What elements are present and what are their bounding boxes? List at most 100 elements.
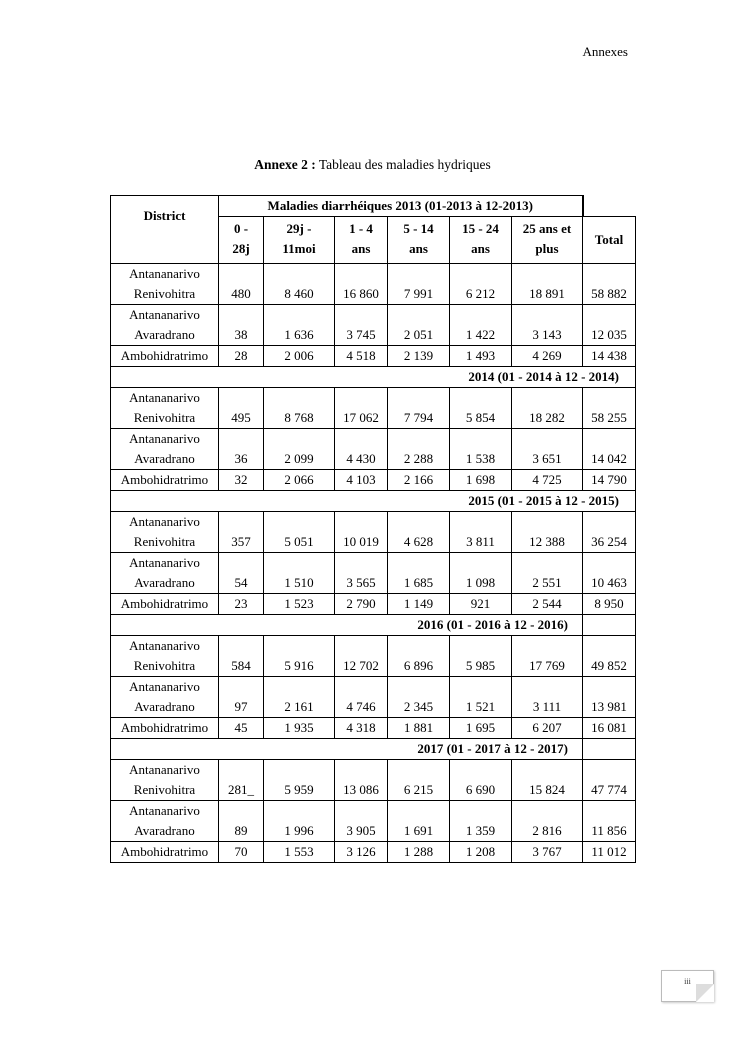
- year-section-title: 2016 (01 - 2016 à 12 - 2016): [110, 614, 583, 636]
- value-cell: 16 860: [334, 263, 388, 305]
- table-row: Antananarivo Avaradrano 97 2 161 4 746 2 345 1…: [110, 676, 636, 718]
- value-cell: 1 685: [387, 552, 450, 594]
- value-cell: 1 359: [449, 800, 512, 842]
- district-cell: Antananarivo Renivohitra: [110, 511, 219, 553]
- value-cell: 58 255: [582, 387, 636, 429]
- caption-label: Annexe 2 :: [254, 157, 316, 172]
- value-cell: 2 099: [263, 428, 335, 470]
- table-row: Ambohidratrimo 23 1 523 2 790 1 149 921 2 544 8…: [110, 593, 636, 615]
- value-cell: 5 916: [263, 635, 335, 677]
- value-cell: 8 460: [263, 263, 335, 305]
- value-cell: 12 702: [334, 635, 388, 677]
- table-row: Antananarivo Avaradrano 38 1 636 3 745 2 051 1…: [110, 304, 636, 346]
- value-cell: 921: [449, 593, 512, 615]
- value-cell: 18 891: [511, 263, 583, 305]
- value-cell: 13 086: [334, 759, 388, 801]
- value-cell: 1 149: [387, 593, 450, 615]
- value-cell: 2 161: [263, 676, 335, 718]
- page-number-box: iii: [661, 970, 714, 1002]
- value-cell: 1 288: [387, 841, 450, 863]
- value-cell: 3 811: [449, 511, 512, 553]
- value-cell: 8 950: [582, 593, 636, 615]
- column-header: 1 - 4 ans: [334, 216, 388, 264]
- value-cell: 1 098: [449, 552, 512, 594]
- value-cell: 4 103: [334, 469, 388, 491]
- folded-corner-icon: [696, 984, 714, 1002]
- value-cell: 8 768: [263, 387, 335, 429]
- year-section-row: 2016 (01 - 2016 à 12 - 2016): [110, 614, 636, 636]
- district-cell: Antananarivo Avaradrano: [110, 676, 219, 718]
- value-cell: 45: [218, 717, 264, 739]
- value-cell: 281_: [218, 759, 264, 801]
- table-row: Ambohidratrimo 45 1 935 4 318 1 881 1 695 6 20…: [110, 717, 636, 739]
- value-cell: 2 345: [387, 676, 450, 718]
- value-cell: 5 051: [263, 511, 335, 553]
- table-row: Antananarivo Renivohitra 357 5 051 10 019 4 6…: [110, 511, 636, 553]
- value-cell: 1 691: [387, 800, 450, 842]
- value-cell: 2 816: [511, 800, 583, 842]
- table-row: Antananarivo Renivohitra 480 8 460 16 860 7 9…: [110, 263, 636, 305]
- value-cell: 3 143: [511, 304, 583, 346]
- value-cell: 17 769: [511, 635, 583, 677]
- table-row: Ambohidratrimo 32 2 066 4 103 2 166 1 698 4 72…: [110, 469, 636, 491]
- district-cell: Ambohidratrimo: [110, 717, 219, 739]
- year-section-row: 2017 (01 - 2017 à 12 - 2017): [110, 738, 636, 760]
- table-row: Antananarivo Renivohitra 281_ 5 959 13 086 6 …: [110, 759, 636, 801]
- value-cell: 1 695: [449, 717, 512, 739]
- group-header: Maladies diarrhéiques 2013 (01-2013 à 12…: [218, 195, 584, 217]
- value-cell: 2 544: [511, 593, 583, 615]
- value-cell: 38: [218, 304, 264, 346]
- value-cell: 13 981: [582, 676, 636, 718]
- value-cell: 3 565: [334, 552, 388, 594]
- value-cell: 3 126: [334, 841, 388, 863]
- value-cell: 1 538: [449, 428, 512, 470]
- value-cell: 3 651: [511, 428, 583, 470]
- table-row: Antananarivo Renivohitra 584 5 916 12 702 6 8…: [110, 635, 636, 677]
- table-row: Ambohidratrimo 28 2 006 4 518 2 139 1 493 4 26…: [110, 345, 636, 367]
- year-section-title: 2014 (01 - 2014 à 12 - 2014): [110, 366, 636, 388]
- district-cell: Antananarivo Renivohitra: [110, 263, 219, 305]
- value-cell: 10 463: [582, 552, 636, 594]
- value-cell: 14 790: [582, 469, 636, 491]
- value-cell: 6 212: [449, 263, 512, 305]
- column-header: 25 ans et plus: [511, 216, 583, 264]
- value-cell: 2 166: [387, 469, 450, 491]
- caption-text: Tableau des maladies hydriques: [315, 157, 491, 172]
- value-cell: 1 636: [263, 304, 335, 346]
- value-cell: 14 042: [582, 428, 636, 470]
- value-cell: 5 985: [449, 635, 512, 677]
- value-cell: 28: [218, 345, 264, 367]
- value-cell: 14 438: [582, 345, 636, 367]
- column-header: 29j -11moi: [263, 216, 335, 264]
- value-cell: 70: [218, 841, 264, 863]
- value-cell: 6 215: [387, 759, 450, 801]
- header-row-1: District Maladies diarrhéiques 2013 (01-2…: [110, 195, 636, 264]
- value-cell: 6 896: [387, 635, 450, 677]
- value-cell: 18 282: [511, 387, 583, 429]
- district-cell: Antananarivo Renivohitra: [110, 759, 219, 801]
- value-cell: 12 388: [511, 511, 583, 553]
- value-cell: 4 269: [511, 345, 583, 367]
- column-header: 15 - 24 ans: [449, 216, 512, 264]
- value-cell: 1 996: [263, 800, 335, 842]
- value-cell: 49 852: [582, 635, 636, 677]
- value-cell: 36 254: [582, 511, 636, 553]
- value-cell: 89: [218, 800, 264, 842]
- district-cell: Ambohidratrimo: [110, 841, 219, 863]
- value-cell: 97: [218, 676, 264, 718]
- value-cell: 2 006: [263, 345, 335, 367]
- value-cell: 2 139: [387, 345, 450, 367]
- value-cell: 3 905: [334, 800, 388, 842]
- table-row: Ambohidratrimo 70 1 553 3 126 1 288 1 208 3 76…: [110, 841, 636, 863]
- table-row: Antananarivo Avaradrano 89 1 996 3 905 1 691 1…: [110, 800, 636, 842]
- value-cell: 1 493: [449, 345, 512, 367]
- value-cell: 4 518: [334, 345, 388, 367]
- value-cell: 4 318: [334, 717, 388, 739]
- value-cell: 1 698: [449, 469, 512, 491]
- page-number: iii: [684, 977, 691, 986]
- table-row: Antananarivo Renivohitra 495 8 768 17 062 7 7…: [110, 387, 636, 429]
- value-cell: 54: [218, 552, 264, 594]
- value-cell: 2 288: [387, 428, 450, 470]
- district-cell: Antananarivo Avaradrano: [110, 304, 219, 346]
- value-cell: 11 012: [582, 841, 636, 863]
